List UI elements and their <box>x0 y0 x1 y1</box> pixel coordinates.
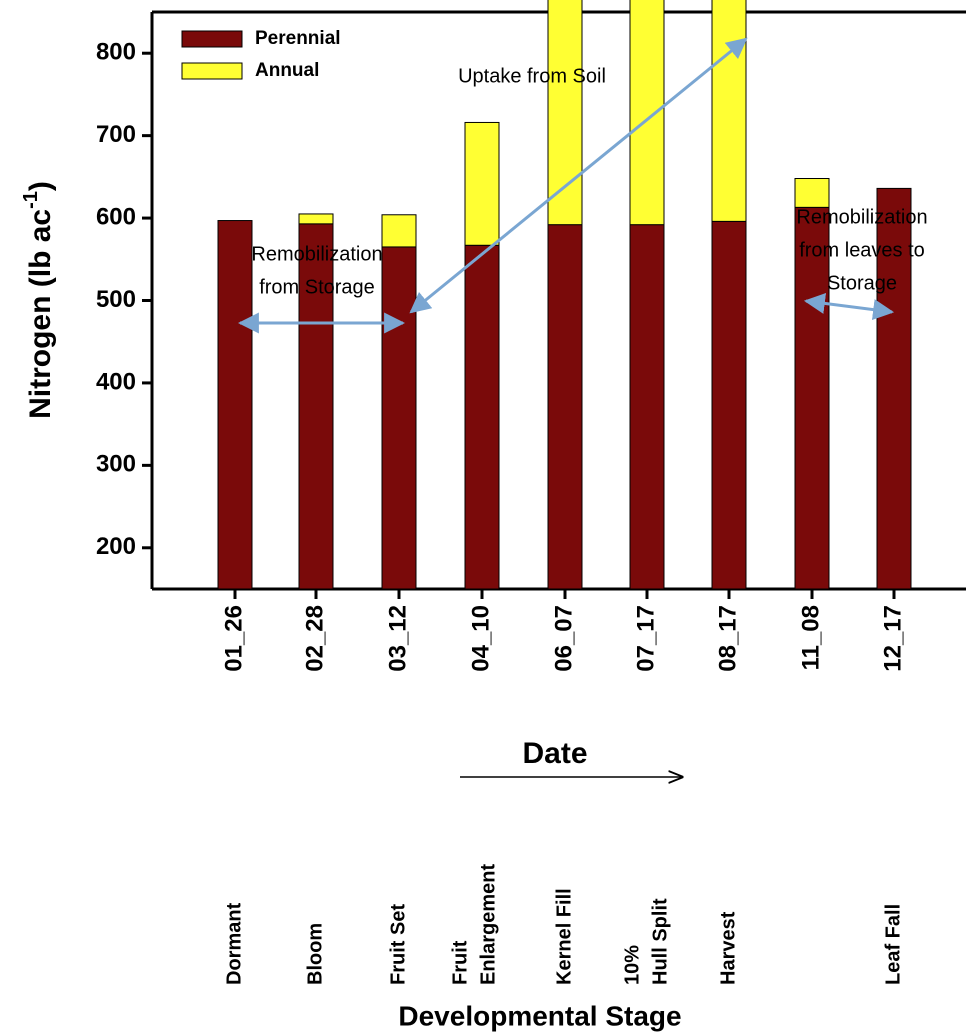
stage-name: Hull Split <box>649 898 671 985</box>
stage-name: Enlargement <box>477 864 499 985</box>
stage-name: Bloom <box>304 923 326 985</box>
legend-label: Perennial <box>255 28 341 49</box>
bar-segment <box>547 0 583 226</box>
y-tick-label: 700 <box>96 121 136 148</box>
y-tick-label: 800 <box>96 39 136 66</box>
annotation: from Storage <box>259 276 375 298</box>
legend-label: Annual <box>255 60 319 81</box>
x-axis-label: Date <box>522 737 587 770</box>
x-tick-label: 03_12 <box>384 605 411 672</box>
bar-segment <box>217 220 253 590</box>
stage-name: Harvest <box>717 911 739 985</box>
annotation-arrow <box>409 37 748 314</box>
legend-swatch <box>181 62 243 80</box>
y-tick-label: 600 <box>96 203 136 230</box>
x-tick-label: 04_10 <box>467 605 494 672</box>
bar-segment <box>464 244 500 590</box>
annotation: Remobilization <box>796 206 927 228</box>
bar-segment <box>381 214 417 248</box>
x-tick-label: 02_28 <box>301 605 328 672</box>
y-tick-label: 400 <box>96 368 136 395</box>
stage-name: Fruit Set <box>387 904 409 985</box>
y-tick-label: 500 <box>96 286 136 313</box>
stage-name: Fruit <box>449 940 471 985</box>
y-tick-label: 200 <box>96 533 136 560</box>
stage-name: Kernel Fill <box>553 888 575 985</box>
stage-name: 10% <box>621 945 643 985</box>
annotation: Remobilization <box>251 243 382 265</box>
bar-segment <box>711 220 747 590</box>
annotation-arrow <box>803 292 895 321</box>
stage-name: Dormant <box>223 902 245 985</box>
y-axis-label: Nitrogen (lb ac-1) <box>20 181 57 419</box>
legend-swatch <box>181 30 243 48</box>
bar-segment <box>629 224 665 590</box>
bar-segment <box>547 224 583 590</box>
annotation: Uptake from Soil <box>458 65 606 87</box>
x-tick-label: 11_08 <box>797 605 824 670</box>
bar-segment <box>876 187 912 590</box>
x-tick-label: 01_26 <box>220 605 247 672</box>
stage-label: Developmental Stage <box>398 1000 681 1031</box>
x-tick-label: 08_17 <box>714 605 741 672</box>
annotation: Storage <box>827 272 897 294</box>
bar-segment <box>794 178 830 208</box>
y-tick-label: 300 <box>96 451 136 478</box>
stage-name: Leaf Fall <box>882 904 904 985</box>
bar-segment <box>464 121 500 246</box>
annotation: from leaves to <box>799 239 925 261</box>
bar-segment <box>794 206 830 590</box>
bar-segment <box>298 213 334 225</box>
bar-segment <box>629 0 665 226</box>
x-tick-label: 07_17 <box>632 605 659 672</box>
x-tick-label: 12_17 <box>879 605 906 672</box>
bar-segment <box>711 0 747 222</box>
bar-segment <box>298 223 334 590</box>
x-tick-label: 06_07 <box>550 605 577 672</box>
bar-segment <box>381 246 417 590</box>
